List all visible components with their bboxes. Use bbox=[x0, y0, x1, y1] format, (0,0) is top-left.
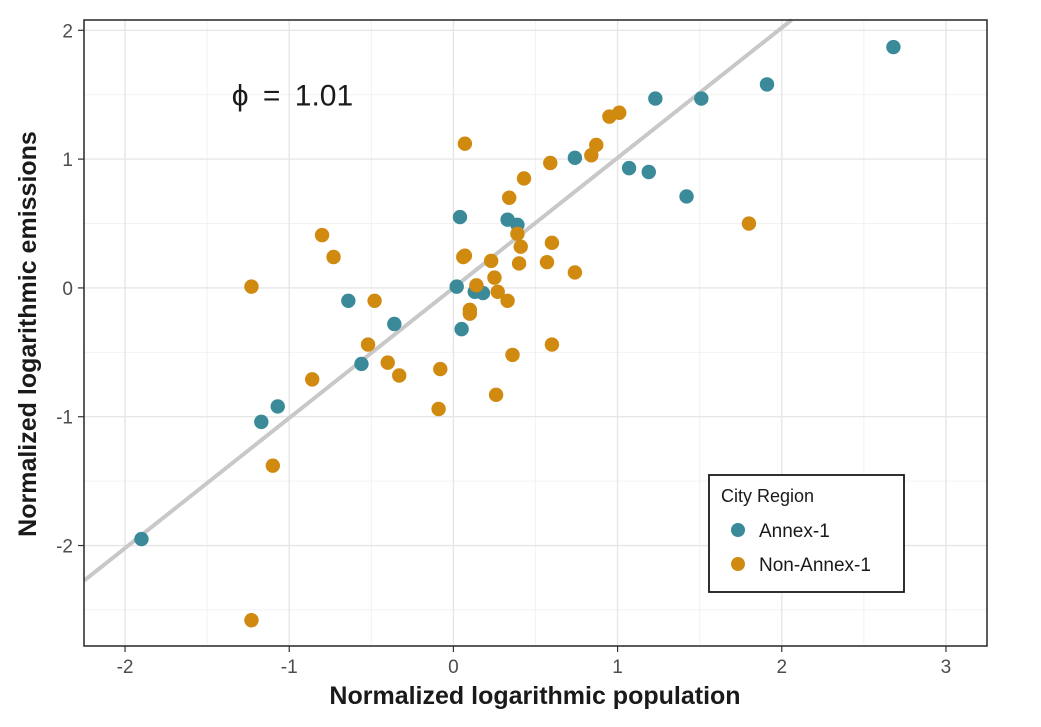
point-annex-1 bbox=[134, 531, 149, 547]
major-gridlines bbox=[84, 20, 987, 646]
point-annex-1 bbox=[694, 91, 709, 106]
point-annex-1 bbox=[886, 39, 901, 55]
point-annex-1 bbox=[641, 164, 656, 180]
y-tick-label: 1 bbox=[62, 150, 73, 171]
point-non-annex-1 bbox=[314, 227, 330, 243]
point-non-annex-1 bbox=[505, 347, 520, 363]
point-annex-1 bbox=[759, 77, 775, 92]
point-non-annex-1 bbox=[433, 361, 448, 377]
point-non-annex-1 bbox=[326, 249, 341, 265]
point-annex-1 bbox=[567, 150, 583, 166]
data-points bbox=[134, 39, 901, 628]
point-non-annex-1 bbox=[431, 401, 446, 417]
point-non-annex-1 bbox=[457, 248, 473, 263]
point-non-annex-1 bbox=[513, 239, 528, 254]
legend-title: City Region bbox=[721, 486, 814, 506]
y-tick-label: -1 bbox=[56, 408, 73, 429]
point-non-annex-1 bbox=[567, 265, 583, 280]
point-annex-1 bbox=[621, 160, 637, 176]
y-tick-label: 2 bbox=[62, 21, 73, 42]
point-non-annex-1 bbox=[589, 137, 604, 153]
point-non-annex-1 bbox=[244, 279, 259, 294]
point-annex-1 bbox=[354, 356, 369, 372]
point-non-annex-1 bbox=[502, 190, 517, 205]
x-tick-label: 2 bbox=[776, 657, 787, 678]
point-non-annex-1 bbox=[544, 337, 560, 352]
y-axis-title: Normalized logarithmic emissions bbox=[14, 131, 42, 537]
point-annex-1 bbox=[452, 209, 468, 225]
minor-gridlines bbox=[84, 20, 987, 646]
point-non-annex-1 bbox=[488, 387, 504, 403]
point-non-annex-1 bbox=[612, 105, 627, 120]
plot-panel-border bbox=[83, 19, 988, 647]
point-non-annex-1 bbox=[380, 355, 395, 370]
point-non-annex-1 bbox=[510, 226, 525, 242]
point-non-annex-1 bbox=[469, 278, 484, 293]
legend-label-annex-1: Annex-1 bbox=[759, 521, 830, 542]
point-annex-1 bbox=[449, 279, 464, 294]
legend-label-non-annex-1: Non-Annex-1 bbox=[759, 555, 871, 576]
x-axis-title: Normalized logarithmic population bbox=[329, 682, 740, 710]
point-non-annex-1 bbox=[244, 613, 259, 628]
x-tick-label: -2 bbox=[117, 657, 134, 678]
x-tick-label: 0 bbox=[448, 657, 459, 678]
point-annex-1 bbox=[387, 316, 402, 332]
point-non-annex-1 bbox=[544, 235, 560, 251]
point-non-annex-1 bbox=[360, 337, 376, 352]
point-non-annex-1 bbox=[516, 171, 532, 186]
point-annex-1 bbox=[254, 414, 269, 430]
point-non-annex-1 bbox=[543, 155, 558, 171]
point-non-annex-1 bbox=[392, 368, 407, 383]
axis-ticks: -2 -1 0 1 2 3 -2 -1 0 1 2 bbox=[56, 21, 951, 678]
point-non-annex-1 bbox=[367, 293, 382, 308]
legend-marker-annex-1 bbox=[731, 523, 745, 537]
phi-value: 1.01 bbox=[295, 80, 353, 113]
point-non-annex-1 bbox=[490, 284, 505, 299]
point-non-annex-1 bbox=[500, 293, 515, 308]
point-non-annex-1 bbox=[741, 216, 757, 231]
y-tick-label: -2 bbox=[56, 537, 73, 558]
phi-symbol: ϕ bbox=[232, 80, 249, 113]
x-tick-label: 3 bbox=[941, 657, 952, 678]
point-non-annex-1 bbox=[511, 256, 527, 271]
point-annex-1 bbox=[648, 91, 663, 106]
point-non-annex-1 bbox=[539, 254, 555, 270]
point-non-annex-1 bbox=[462, 302, 478, 318]
point-non-annex-1 bbox=[457, 136, 473, 151]
point-non-annex-1 bbox=[265, 458, 281, 473]
phi-annotation: ϕ = 1.01 bbox=[232, 80, 353, 113]
point-non-annex-1 bbox=[305, 372, 320, 387]
legend: City Region Annex-1 Non-Annex-1 bbox=[708, 474, 905, 593]
y-tick-label: 0 bbox=[62, 279, 73, 300]
point-annex-1 bbox=[341, 293, 356, 308]
point-annex-1 bbox=[454, 321, 469, 337]
point-non-annex-1 bbox=[487, 270, 502, 285]
x-tick-label: -1 bbox=[281, 657, 298, 678]
phi-equals: = bbox=[263, 80, 281, 113]
regression-line bbox=[82, 18, 793, 583]
point-non-annex-1 bbox=[483, 253, 499, 269]
fit-line-layer bbox=[82, 18, 793, 583]
legend-marker-non-annex-1 bbox=[731, 557, 745, 571]
point-annex-1 bbox=[679, 189, 694, 204]
point-annex-1 bbox=[270, 399, 285, 414]
x-tick-label: 1 bbox=[612, 657, 623, 678]
